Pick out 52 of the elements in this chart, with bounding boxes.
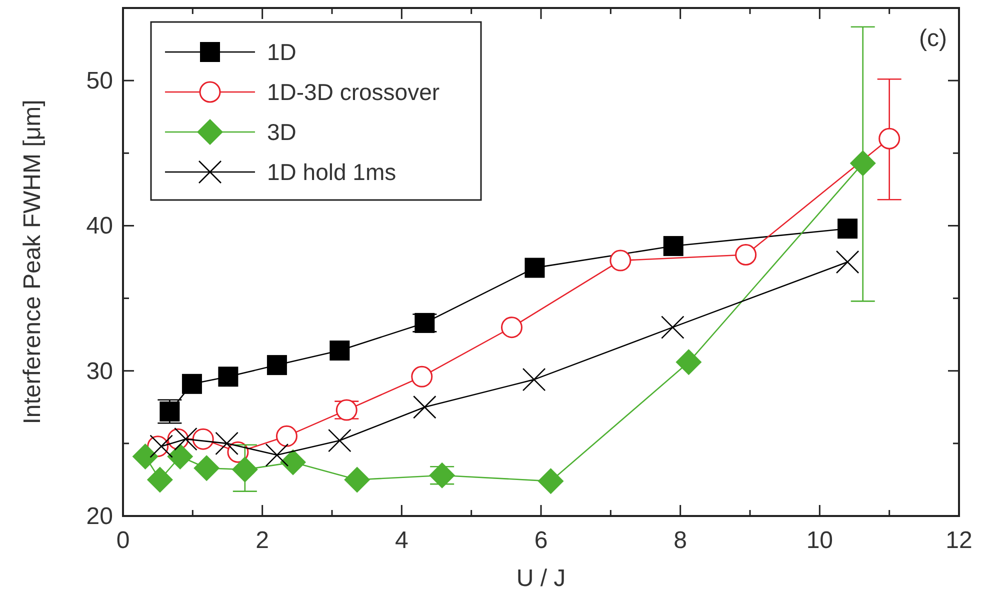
point bbox=[167, 443, 194, 470]
point bbox=[218, 366, 238, 387]
point bbox=[836, 250, 860, 274]
annotation: (c) bbox=[919, 25, 947, 52]
point bbox=[663, 236, 684, 256]
point bbox=[850, 150, 876, 176]
point bbox=[838, 218, 858, 239]
point bbox=[192, 428, 214, 450]
point bbox=[330, 340, 350, 361]
point bbox=[276, 425, 298, 447]
legend-label: 1D hold 1ms bbox=[267, 159, 396, 185]
x-tick-label: 8 bbox=[674, 527, 688, 554]
point bbox=[522, 368, 546, 392]
point bbox=[661, 316, 684, 339]
point bbox=[132, 443, 158, 470]
point bbox=[194, 455, 220, 482]
point bbox=[344, 466, 370, 493]
x-tick-label: 2 bbox=[256, 527, 270, 554]
y-tick-label: 20 bbox=[86, 503, 113, 530]
point bbox=[524, 258, 545, 278]
y-tick-label: 50 bbox=[86, 68, 113, 95]
y-tick-label: 30 bbox=[86, 358, 113, 385]
x-tick-label: 6 bbox=[534, 527, 548, 554]
legend-label: 1D bbox=[267, 39, 296, 65]
point bbox=[182, 374, 202, 394]
point bbox=[280, 449, 306, 476]
point bbox=[328, 428, 352, 452]
point bbox=[500, 316, 522, 338]
x-tick-label: 0 bbox=[116, 527, 130, 554]
y-axis-title: Interference Peak FWHM [μm] bbox=[19, 100, 46, 424]
legend-label: 3D bbox=[267, 119, 296, 145]
point bbox=[232, 456, 258, 483]
point bbox=[265, 443, 289, 467]
point bbox=[411, 366, 433, 388]
point bbox=[215, 432, 238, 456]
x-axis-title: U / J bbox=[516, 565, 566, 592]
x-tick-label: 10 bbox=[806, 527, 834, 554]
point bbox=[735, 244, 757, 266]
point bbox=[429, 462, 456, 488]
point bbox=[676, 349, 702, 376]
point bbox=[610, 250, 632, 272]
point bbox=[174, 427, 198, 451]
legend-label: 1D-3D crossover bbox=[267, 79, 440, 105]
point bbox=[878, 128, 900, 150]
x-tick-label: 12 bbox=[946, 527, 972, 554]
point bbox=[146, 466, 173, 493]
point bbox=[413, 395, 436, 419]
point bbox=[538, 468, 564, 494]
y-tick-label: 40 bbox=[86, 212, 113, 240]
point bbox=[150, 434, 173, 458]
point bbox=[266, 355, 287, 376]
x-tick-label: 4 bbox=[394, 527, 408, 554]
